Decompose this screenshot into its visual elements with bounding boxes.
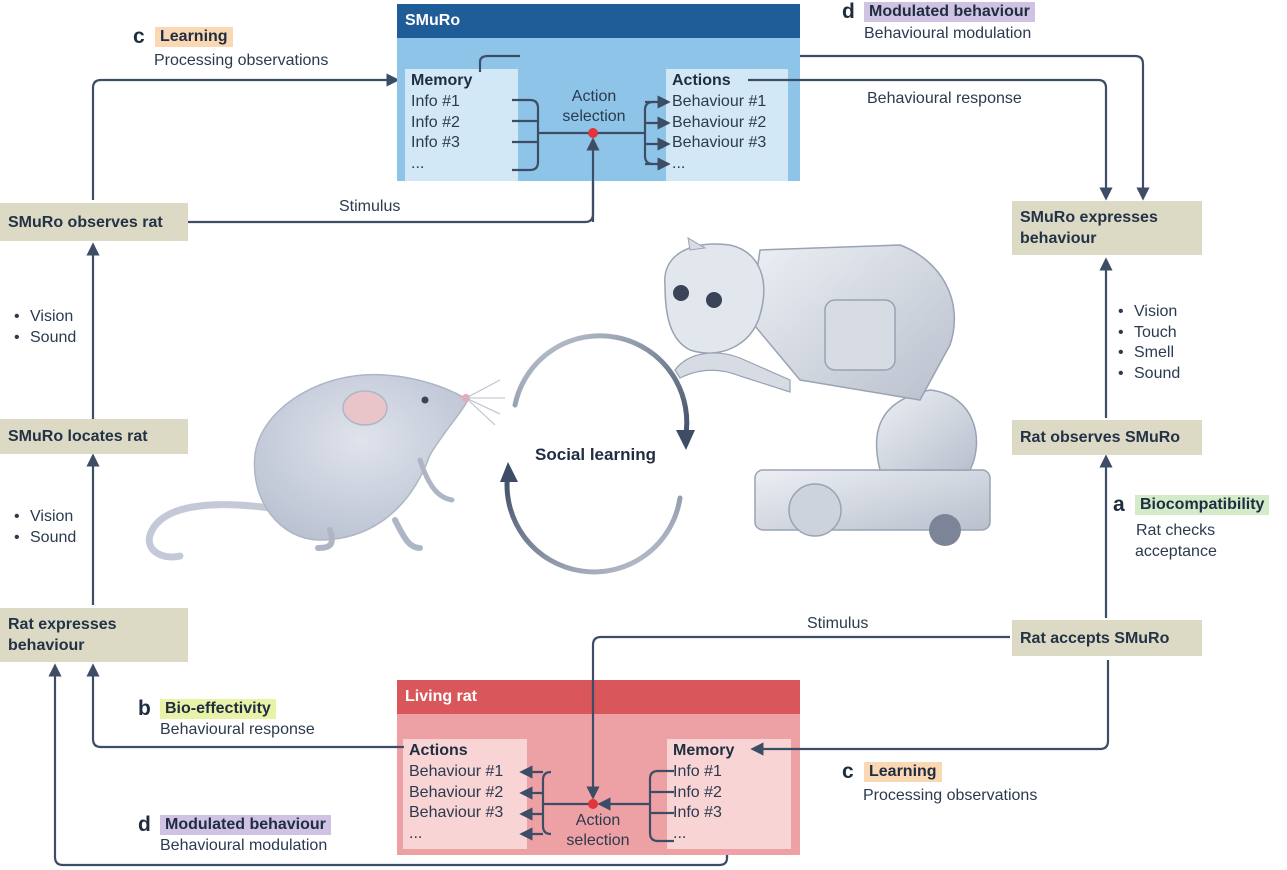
- smuro-panel-header-bar: [397, 4, 800, 38]
- sense-item: Smell: [1118, 343, 1180, 364]
- tag-chip-biocompatibility: Biocompatibility: [1135, 495, 1270, 515]
- node-smuro-observes-rat: SMuRo observes rat: [0, 203, 188, 241]
- tag-chip-learning: Learning: [864, 762, 942, 782]
- smuro-memory-item: Info #1: [411, 92, 460, 110]
- robot-rat-illustration: [664, 237, 991, 546]
- tag-desc-bio-effectivity: Behavioural response: [160, 721, 315, 738]
- node-rat-expresses-behaviour: Rat expresses behaviour: [0, 608, 188, 662]
- smuro-action-item: Behaviour #3: [672, 134, 767, 152]
- smuro-memory-item: Info #2: [411, 113, 460, 131]
- arrow-smuro-actions-to-expresses: [748, 78, 1113, 201]
- tag-letter: b: [138, 697, 151, 720]
- rat-action-item: Behaviour #2: [409, 783, 504, 801]
- rat-illustration: [145, 373, 505, 561]
- smuro-selection-line2: selection: [562, 108, 626, 125]
- rat-action-item: ...: [409, 825, 423, 843]
- smuro-action-item: Behaviour #2: [672, 113, 767, 131]
- tag-desc-modulated-top: Behavioural modulation: [864, 25, 1032, 42]
- sense-item: Sound: [1118, 364, 1180, 385]
- arrow-stimulus-to-rat-selection: [586, 635, 1010, 803]
- sense-item: Sound: [14, 528, 76, 549]
- smuro-panel-title: SMuRo: [405, 12, 461, 29]
- smuro-action-selection-label: Action selection: [546, 87, 642, 127]
- smuro-action-item: Behaviour #1: [672, 92, 767, 110]
- rat-action-item: Behaviour #3: [409, 804, 504, 822]
- rat-memory-item: Info #1: [673, 762, 722, 780]
- rat-memory-item: Info #3: [673, 804, 722, 822]
- social-learning-label: Social learning: [535, 445, 656, 464]
- tag-desc-modulated-bottom: Behavioural modulation: [160, 837, 328, 854]
- rat-actions-box: Actions Behaviour #1 Behaviour #2 Behavi…: [403, 739, 527, 849]
- tag-desc-learning-bottom: Processing observations: [863, 787, 1038, 804]
- edge-label-stimulus-bottom: Stimulus: [807, 615, 869, 632]
- arrow-rat-modulation: [48, 663, 729, 867]
- senses-left-upper: Vision Sound: [14, 307, 76, 348]
- sense-item: Vision: [14, 307, 76, 328]
- tag-modulated-top: d Modulated behaviour: [842, 0, 1035, 24]
- social-learning-cycle: [500, 333, 695, 575]
- arrow-accepts-to-rat-memory: [750, 660, 1110, 756]
- tag-desc-biocompat-line2: acceptance: [1135, 543, 1217, 560]
- living-rat-panel: Living rat Actions Behaviour #1 Behaviou…: [397, 680, 800, 855]
- node-rat-accepts-smuro: Rat accepts SMuRo: [1012, 620, 1202, 656]
- rat-actions-header: Actions: [409, 742, 468, 759]
- tag-letter: d: [842, 0, 855, 23]
- sense-item: Vision: [14, 507, 76, 528]
- tag-letter: c: [842, 760, 854, 783]
- tag-chip-learning: Learning: [155, 27, 233, 47]
- smuro-memory-item: ...: [411, 155, 425, 173]
- tag-learning-top: c Learning: [133, 25, 233, 49]
- rat-memory-box: Memory Info #1 Info #2 Info #3 ...: [667, 739, 791, 849]
- senses-right: Vision Touch Smell Sound: [1118, 302, 1180, 384]
- living-rat-panel-title: Living rat: [405, 688, 478, 705]
- tag-modulated-bottom: d Modulated behaviour: [138, 813, 331, 837]
- smuro-actions-header: Actions: [672, 72, 731, 89]
- tag-chip-modulated: Modulated behaviour: [864, 2, 1035, 22]
- edge-label-behavioural-response-top: Behavioural response: [867, 90, 1022, 107]
- tag-bio-effectivity: b Bio-effectivity: [138, 697, 276, 721]
- tag-chip-bio-effectivity: Bio-effectivity: [160, 699, 276, 719]
- rat-memory-item: Info #2: [673, 783, 722, 801]
- smuro-selection-line1: Action: [571, 88, 617, 105]
- node-smuro-locates-rat: SMuRo locates rat: [0, 419, 188, 454]
- tag-desc-biocompat-line1: Rat checks: [1136, 522, 1216, 539]
- node-rat-observes-smuro: Rat observes SMuRo: [1012, 420, 1202, 455]
- arrow-rat-actions-to-expresses: [86, 663, 404, 749]
- smuro-actions-box: Actions Behaviour #1 Behaviour #2 Behavi…: [666, 69, 788, 181]
- arrow-observes-to-smuro-memory: [91, 73, 400, 200]
- rat-memory-item: ...: [673, 825, 687, 843]
- tag-letter: d: [138, 813, 151, 836]
- rat-panel-header-bar: [397, 680, 800, 714]
- tag-letter: c: [133, 25, 145, 48]
- sense-item: Vision: [1118, 302, 1180, 323]
- rat-selection-line2: selection: [566, 832, 630, 849]
- rat-action-selection-label: Action selection: [550, 811, 646, 851]
- tag-desc-learning-top: Processing observations: [154, 52, 329, 69]
- node-smuro-expresses-behaviour: SMuRo expresses behaviour: [1012, 201, 1202, 255]
- tag-biocompatibility: a Biocompatibility: [1113, 493, 1270, 517]
- senses-left-lower: Vision Sound: [14, 507, 76, 548]
- rat-action-item: Behaviour #1: [409, 762, 504, 780]
- tag-learning-bottom: c Learning: [842, 760, 942, 784]
- smuro-memory-item: Info #3: [411, 134, 460, 152]
- tag-chip-modulated: Modulated behaviour: [160, 815, 331, 835]
- edge-label-stimulus-top: Stimulus: [339, 198, 401, 215]
- rat-memory-header: Memory: [673, 742, 735, 759]
- smuro-panel: SMuRo Memory Info #1 Info #2 Info #3 ...…: [397, 4, 800, 181]
- sense-item: Touch: [1118, 323, 1180, 344]
- sense-item: Sound: [14, 328, 76, 349]
- rat-selection-line1: Action: [575, 812, 621, 829]
- tag-letter: a: [1113, 493, 1125, 516]
- smuro-memory-header: Memory: [411, 72, 473, 89]
- smuro-action-item: ...: [672, 155, 686, 173]
- smuro-memory-box: Memory Info #1 Info #2 Info #3 ...: [405, 69, 518, 181]
